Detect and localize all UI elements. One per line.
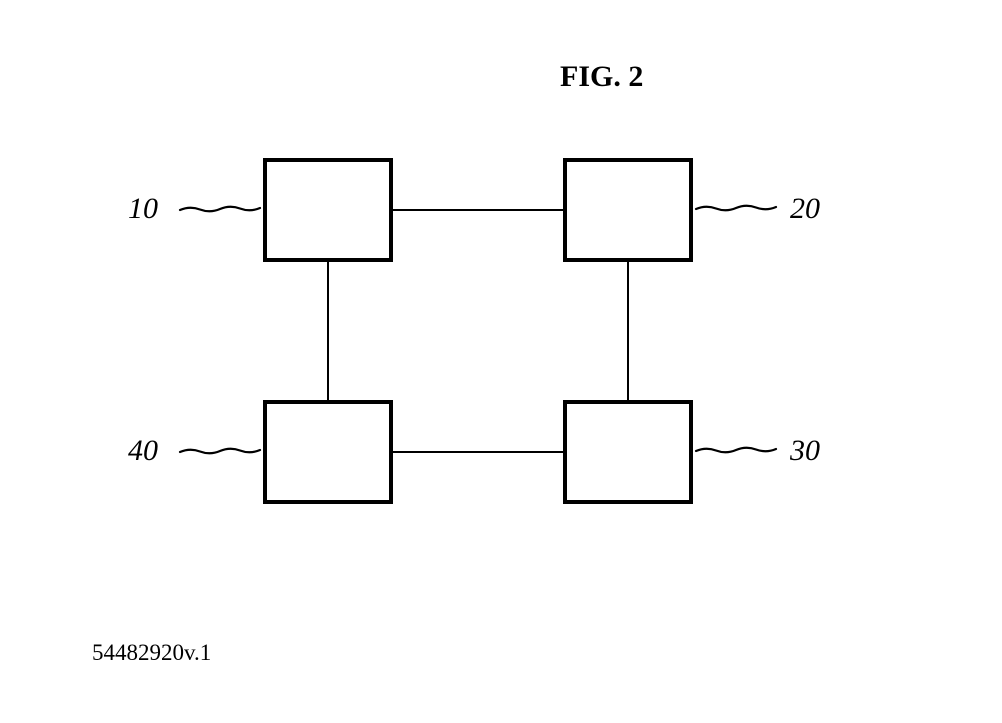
reference-label-40: 40 [128, 434, 158, 468]
leader-line-30 [690, 441, 782, 459]
node-30 [563, 400, 693, 504]
footer-doc-number: 54482920v.1 [92, 640, 211, 666]
reference-label-10: 10 [128, 192, 158, 226]
leader-line-40 [174, 442, 266, 460]
node-40 [263, 400, 393, 504]
edge-left [327, 262, 329, 400]
leader-line-10 [174, 200, 266, 218]
reference-label-30: 30 [790, 434, 820, 468]
node-10 [263, 158, 393, 262]
reference-label-20: 20 [790, 192, 820, 226]
leader-line-20 [690, 199, 782, 217]
node-20 [563, 158, 693, 262]
edge-top [393, 209, 563, 211]
figure-title: FIG. 2 [560, 60, 643, 94]
diagram-canvas: FIG. 2 10 20 40 30 54482920v.1 [0, 0, 1002, 723]
edge-right [627, 262, 629, 400]
edge-bottom [393, 451, 563, 453]
